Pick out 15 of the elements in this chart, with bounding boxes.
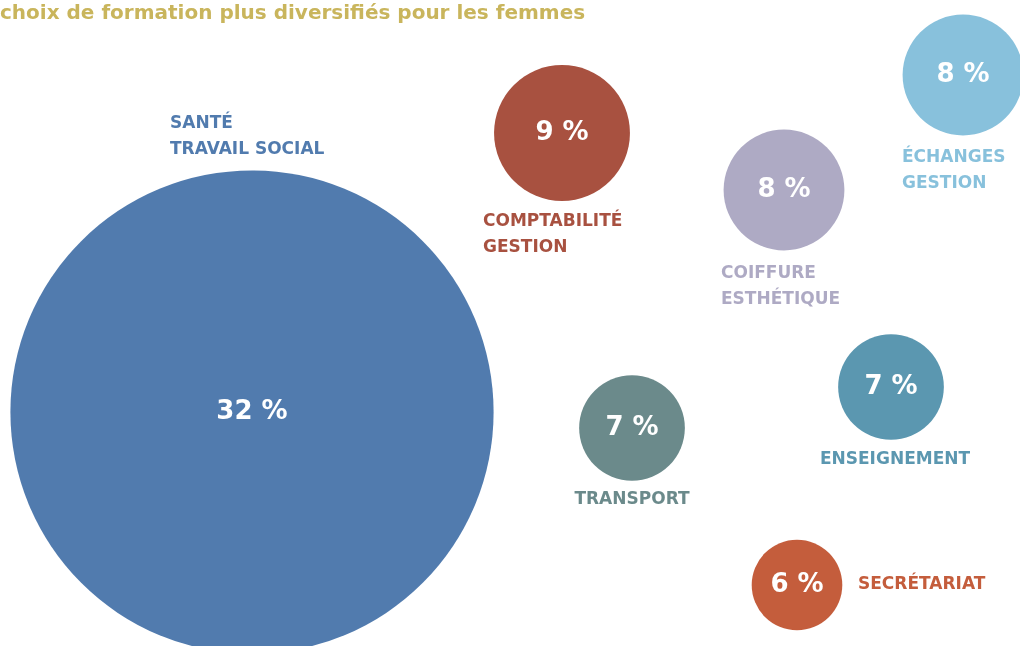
data-label: 7 % (864, 369, 918, 400)
category-label: SANTÉ TRAVAIL SOCIAL (170, 111, 325, 159)
data-label: 6 % (770, 567, 824, 598)
data-label: 8 % (757, 172, 811, 203)
category-label: COMPTABILITÉ GESTION (483, 209, 623, 257)
data-label: 7 % (605, 410, 659, 441)
data-label: 32 % (216, 394, 288, 425)
category-label: SECRÉTARIAT (858, 572, 986, 594)
category-label: ÉCHANGES GESTION (902, 145, 1006, 193)
category-label: TRANSPORT (574, 488, 690, 509)
data-label: 9 % (535, 115, 589, 146)
text: choix de formation plus diversifiés pour les femmes (0, 0, 586, 24)
category-label: COIFFURE ESTHÉTIQUE (721, 262, 841, 309)
data-label: 8 % (936, 57, 990, 88)
category-label: ENSEIGNEMENT (819, 448, 971, 469)
